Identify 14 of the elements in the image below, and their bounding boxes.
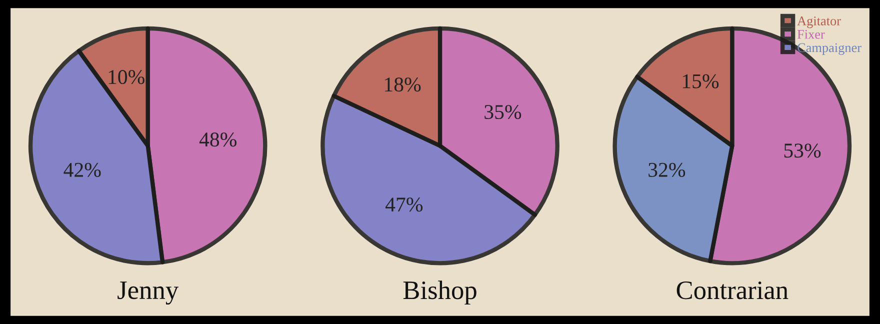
legend-label: Fixer [797, 30, 825, 39]
data-label: 10% [108, 70, 144, 84]
legend-label: Agitator [797, 16, 841, 28]
data-label: 53% [784, 144, 821, 158]
text: Bishop [403, 280, 476, 305]
text: Jenny [118, 282, 179, 305]
data-label: 48% [199, 132, 236, 147]
data-label: 15% [682, 74, 719, 88]
data-label: 35% [484, 104, 522, 120]
data-label: 47% [385, 198, 423, 212]
text: Contrarian [676, 281, 788, 300]
data-label: 42% [64, 162, 101, 177]
data-label: 18% [385, 78, 421, 92]
data-label: 32% [648, 162, 686, 177]
